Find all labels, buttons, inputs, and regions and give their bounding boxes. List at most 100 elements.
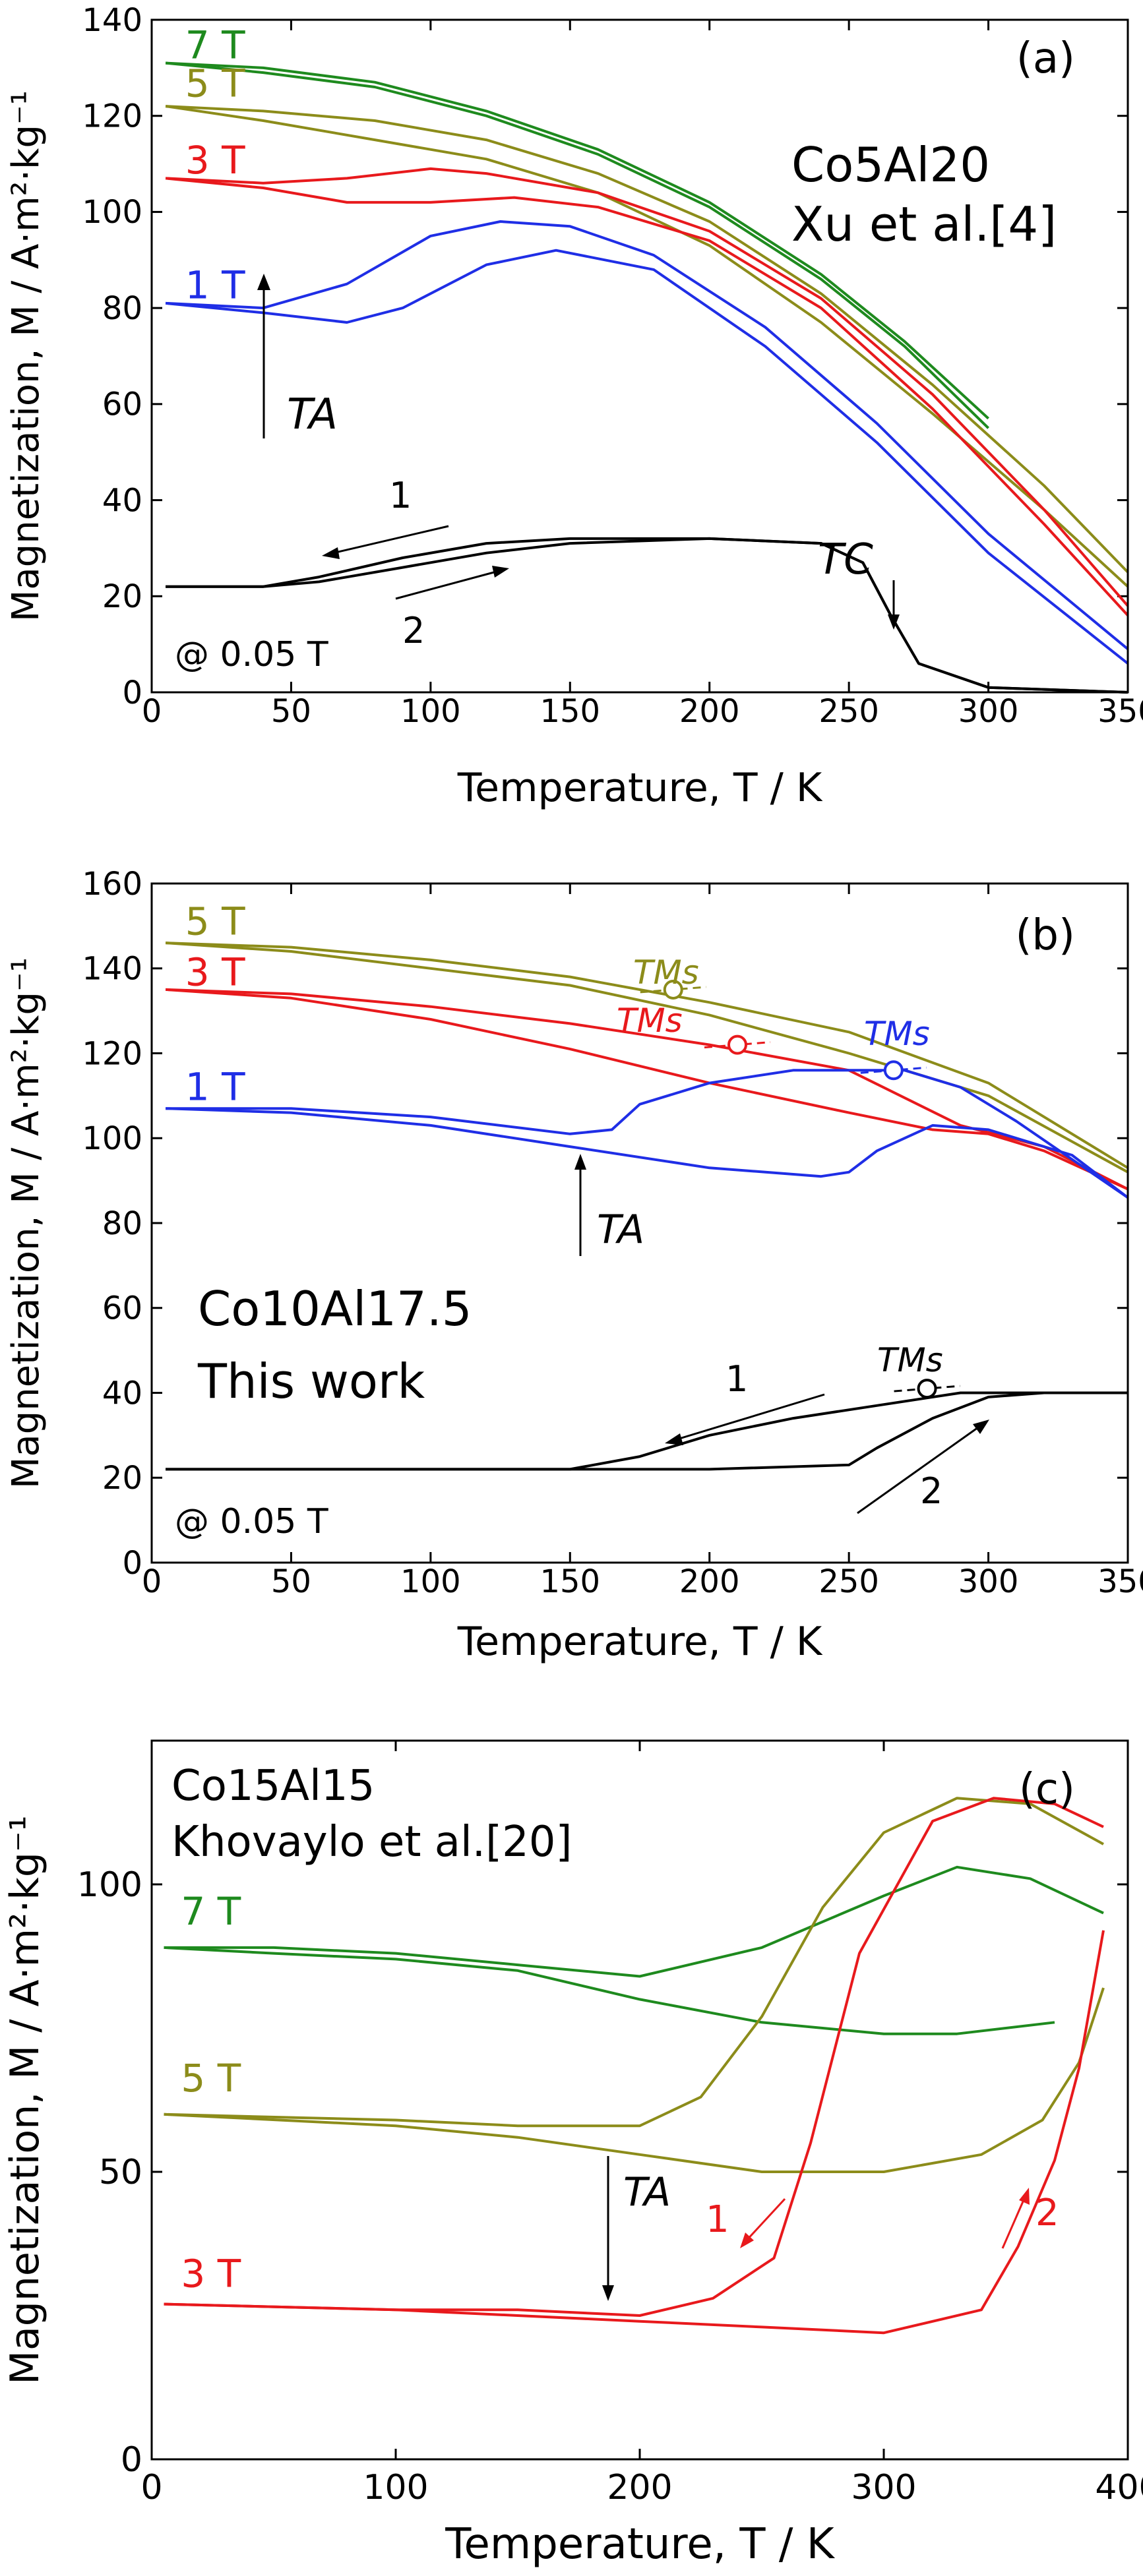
series-line-5-t-2- [165, 105, 1129, 588]
series-label: 1 T [185, 263, 245, 308]
series-line-3-t-2- [165, 988, 1128, 1191]
tms-marker [663, 979, 683, 1000]
series-line-5-t [164, 1797, 1104, 2128]
y-tick-label: 20 [102, 1460, 142, 1497]
x-tick-label: 100 [400, 1563, 461, 1600]
x-tick-label: 300 [851, 2468, 916, 2507]
panel-b-arrow-2-label: 2 [920, 1470, 942, 1512]
x-tick-label: 250 [819, 1563, 879, 1600]
series-label: 5 T [181, 2056, 241, 2101]
panel-c-arrow-2-label: 2 [1035, 2192, 1059, 2234]
series-line-7-t [164, 1865, 1104, 1978]
y-tick-label: 50 [99, 2153, 142, 2192]
panel-a-series-labels: 7 T5 T 3 T 1 T [185, 22, 245, 307]
x-tick-label: 0 [142, 693, 162, 730]
panel-a-series [165, 61, 1129, 694]
panel-a-tc-arrowhead [888, 614, 900, 630]
series-line-7-t-2- [164, 1946, 1055, 2035]
panel-b-tms-markers [640, 979, 960, 1399]
panel-c-arrow-2-head [1019, 2188, 1030, 2205]
x-tick-label: 400 [1095, 2468, 1143, 2507]
panel-c-ref: Khovaylo et al.[20] [171, 1818, 572, 1867]
panel-c-frame [150, 1739, 1129, 2461]
series-line-5-t [166, 942, 1129, 1170]
series-line-3-t [166, 988, 1128, 1191]
y-tick-label: 140 [82, 2, 142, 39]
series-label: 7 T [185, 22, 245, 67]
x-tick-label: 50 [271, 693, 311, 730]
x-tick-label: 0 [140, 2468, 162, 2507]
panel-b-arrow-2 [857, 1423, 983, 1514]
panel-a-xlabel: Temperature, T / K [457, 765, 823, 811]
series-line-1-t-2- [166, 1107, 1129, 1199]
y-tick-label: 60 [102, 386, 142, 423]
panel-a-ylabel: Magnetization, M / A·m²·kg⁻¹ [5, 90, 47, 622]
y-tick-label: 0 [122, 1545, 142, 1582]
panel-b-tick-labels: 0 50 100 150 200 250 300 350 0 20 40 60 80 100 120 140 1… [82, 866, 1143, 1600]
x-tick-label: 250 [819, 693, 879, 730]
panel-a-arrow-1 [329, 525, 449, 555]
y-tick-label: 100 [82, 1120, 142, 1157]
panel-c-ta-arrowhead [602, 2285, 614, 2301]
series-label: 3 T [185, 138, 245, 183]
series-line-5-t-2- [164, 1987, 1105, 2173]
panel-c: 0 100 200 300 400 0 50 100 7 T 5 T 3 T (c) Co15Al… [2, 1739, 1143, 2569]
y-tick-label: 0 [121, 2440, 142, 2480]
x-tick-label: 300 [958, 1563, 1019, 1600]
panel-a-arrow-1-label: 1 [389, 475, 412, 516]
panel-a-tc-label: TC [818, 535, 873, 584]
y-tick-label: 40 [102, 1375, 142, 1412]
y-tick-label: 0 [122, 674, 142, 711]
series-line-0-05-t-2- [166, 537, 1128, 694]
panel-c-xlabel: Temperature, T / K [445, 2520, 835, 2569]
series-line-3-t-2- [165, 177, 1129, 616]
series-label: 3 T [185, 950, 245, 995]
panel-c-arrow-1-label: 1 [706, 2198, 729, 2241]
panel-b-arrow-1-label: 1 [726, 1358, 748, 1400]
x-tick-label: 350 [1097, 1563, 1143, 1600]
series-line-7-t-2- [165, 61, 989, 429]
panel-b-tms-1t: TMs [864, 1015, 930, 1053]
tms-marker [917, 1379, 937, 1399]
panel-c-ta-label: TA [623, 2169, 671, 2215]
x-tick-label: 100 [363, 2468, 428, 2507]
y-tick-label: 120 [82, 1035, 142, 1072]
series-line-1-t [166, 220, 1129, 650]
panel-b-tms-5t: TMs [633, 953, 699, 992]
y-tick-label: 100 [77, 1865, 142, 1905]
panel-b-frame [150, 882, 1129, 1564]
panel-c-ylabel: Magnetization, M / A·m²·kg⁻¹ [2, 1815, 48, 2384]
series-label: 3 T [181, 2251, 241, 2296]
panel-c-label: (c) [1019, 1765, 1075, 1814]
panel-c-arrow-1-head [740, 2232, 754, 2248]
y-tick-label: 160 [82, 866, 142, 903]
x-tick-label: 200 [679, 1563, 740, 1600]
panel-b-arrow-1-head [665, 1433, 683, 1445]
panel-a-tick-labels: 0 50 100 150 200 250 300 350 0 20 40 60 80 100 120 140 [82, 2, 1143, 730]
panel-a-arrow-1-head [322, 547, 340, 559]
series-line-1-t [166, 1069, 1129, 1199]
series-label: 5 T [185, 899, 245, 944]
panel-a-arrow-2 [395, 569, 502, 600]
x-tick-label: 300 [958, 693, 1019, 730]
series-line-3-t [164, 1797, 1104, 2317]
x-tick-label: 0 [142, 1563, 162, 1600]
series-line-7-t [166, 61, 989, 420]
x-tick-label: 200 [607, 2468, 672, 2507]
panel-c-series [164, 1797, 1105, 2335]
y-tick-label: 100 [82, 194, 142, 231]
x-tick-label: 150 [540, 693, 600, 730]
panel-a-ticks [150, 18, 1129, 694]
panel-a-ref: Xu et al.[4] [791, 196, 1057, 252]
series-line-1-t-2- [165, 249, 1129, 665]
panel-a-frame [150, 18, 1129, 694]
panel-c-series-labels: 7 T 5 T 3 T [181, 1889, 241, 2296]
y-tick-label: 80 [102, 290, 142, 327]
y-tick-label: 120 [82, 98, 142, 135]
panel-b-tms-3t: TMs [617, 1002, 683, 1040]
panel-a-arrow-2-head [492, 566, 509, 578]
panel-b-series-labels: 5 T 3 T 1 T [185, 899, 245, 1109]
panel-b-ta-label: TA [597, 1207, 644, 1253]
panel-b: 0 50 100 150 200 250 300 350 0 20 40 60 80 100 120 140 1… [5, 866, 1143, 1665]
y-tick-label: 60 [102, 1290, 142, 1327]
